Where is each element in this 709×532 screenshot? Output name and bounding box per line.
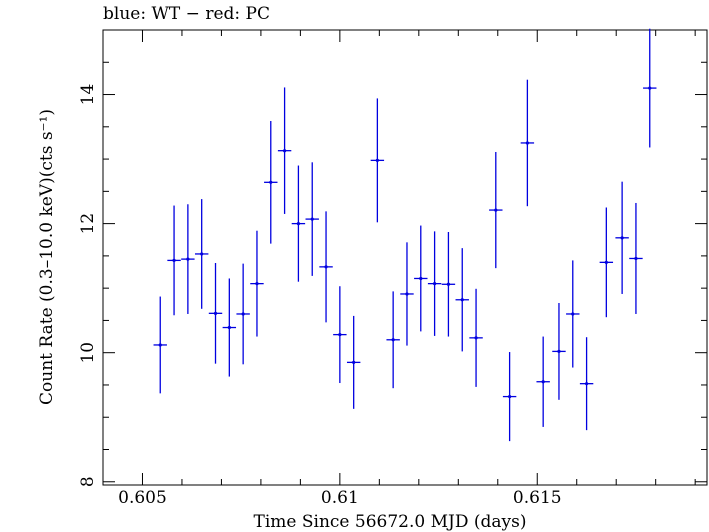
point-marker	[460, 298, 464, 302]
plot-frame	[102, 29, 708, 486]
axis-tick-labels: 0.605 0.61 0.615 8 10 12 14	[78, 84, 562, 508]
point-marker	[648, 86, 652, 90]
data-point	[536, 336, 550, 427]
point-marker	[255, 282, 259, 286]
data-point	[194, 199, 209, 309]
data-point	[386, 291, 400, 389]
point-marker	[241, 312, 245, 316]
point-marker	[474, 336, 478, 340]
point-marker	[508, 394, 512, 399]
y-tick-label: 10	[78, 342, 98, 364]
data-point	[566, 260, 580, 368]
data-point	[167, 205, 181, 316]
data-point	[489, 151, 503, 269]
data-point	[414, 225, 428, 332]
point-marker	[604, 260, 608, 264]
point-marker	[494, 208, 498, 212]
x-tick-label: 0.61	[321, 488, 359, 508]
data-point	[319, 211, 333, 323]
data-point	[264, 121, 278, 244]
data-point	[579, 337, 594, 431]
data-point	[222, 278, 237, 377]
point-marker	[296, 222, 301, 226]
point-marker	[310, 217, 314, 221]
x-tick-label: 0.605	[118, 488, 167, 508]
data-point	[346, 315, 361, 409]
data-point	[520, 79, 535, 207]
y-tick-label: 14	[78, 84, 98, 106]
data-point	[291, 165, 306, 282]
point-marker	[557, 349, 561, 354]
data-point	[277, 87, 292, 214]
x-tick-label: 0.615	[513, 488, 562, 508]
data-point	[599, 207, 614, 318]
data-points	[153, 28, 657, 442]
data-point	[250, 230, 264, 337]
data-point	[629, 202, 643, 314]
data-point	[333, 286, 347, 384]
point-marker	[227, 325, 231, 330]
data-point	[552, 303, 566, 400]
data-point	[400, 242, 414, 346]
data-point	[469, 288, 483, 387]
point-marker	[584, 382, 589, 386]
data-point	[427, 231, 442, 336]
axis-ticks	[102, 29, 707, 485]
point-marker	[186, 257, 190, 261]
point-marker	[634, 256, 638, 261]
point-marker	[282, 149, 287, 153]
chart-title: blue: WT − red: PC	[103, 4, 270, 24]
data-point	[370, 98, 385, 223]
data-point	[208, 262, 223, 364]
point-marker	[200, 252, 204, 256]
point-marker	[525, 141, 529, 145]
point-marker	[419, 276, 423, 281]
y-tick-label: 12	[78, 213, 98, 235]
point-marker	[391, 338, 395, 342]
point-marker	[375, 158, 379, 162]
point-marker	[338, 333, 342, 337]
point-marker	[172, 258, 176, 263]
x-axis-label: Time Since 56672.0 MJD (days)	[254, 512, 527, 532]
point-marker	[158, 343, 162, 347]
point-marker	[433, 282, 437, 286]
data-point	[181, 204, 195, 314]
y-tick-label: 8	[78, 476, 98, 487]
point-marker	[324, 265, 328, 269]
data-point	[153, 296, 167, 394]
point-marker	[620, 236, 624, 240]
data-point	[502, 352, 517, 442]
point-marker	[269, 180, 273, 184]
point-marker	[352, 360, 356, 364]
data-point	[643, 28, 657, 148]
data-point	[305, 162, 319, 276]
point-marker	[405, 292, 409, 296]
point-marker	[446, 282, 451, 286]
data-point	[615, 181, 629, 294]
point-marker	[571, 312, 575, 316]
data-point	[441, 232, 456, 337]
data-point	[455, 248, 469, 352]
point-marker	[213, 311, 218, 315]
y-axis-label: Count Rate (0.3–10.0 keV)(cts s⁻¹)	[37, 109, 57, 405]
point-marker	[541, 380, 545, 384]
data-point	[236, 263, 250, 365]
